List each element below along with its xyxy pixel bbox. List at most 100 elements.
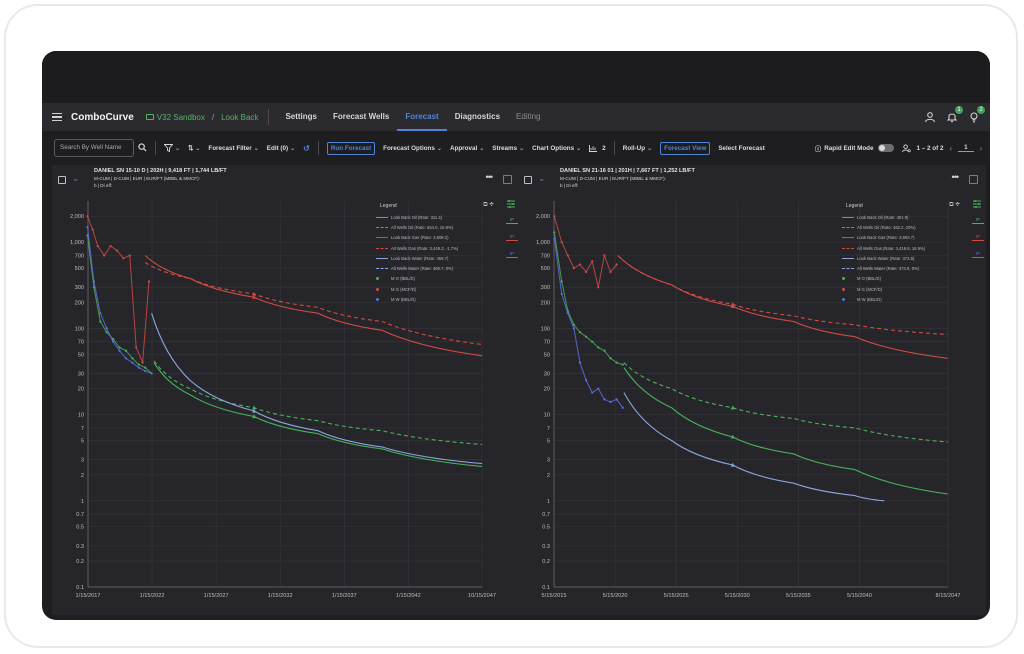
legend-item[interactable]: All Wells Oil (Rate: 482.2, 20%): [842, 222, 960, 232]
ip-gas-button[interactable]: IP: [972, 234, 984, 241]
user-icon[interactable]: [924, 111, 936, 123]
forecast-marker[interactable]: [252, 291, 257, 296]
breadcrumb-project[interactable]: V32 Sandbox: [156, 112, 205, 122]
select-forecast-button[interactable]: Select Forecast: [718, 144, 765, 152]
ip-water-button[interactable]: IP: [972, 251, 984, 258]
next-page-icon[interactable]: ›: [979, 143, 983, 153]
forecast-marker[interactable]: [252, 414, 257, 419]
data-point: [572, 323, 575, 326]
fullscreen-icon[interactable]: [503, 175, 512, 184]
ip-gas-button[interactable]: IP: [506, 234, 518, 241]
legend-item[interactable]: All Wells Water (Rate: 373.6, 0%): [842, 263, 960, 273]
forecast-options-dropdown[interactable]: Forecast Options ⌄: [383, 144, 442, 152]
legend-item[interactable]: M G (MCF/D): [376, 284, 494, 294]
ip-water-button[interactable]: IP: [506, 251, 518, 258]
legend-swatch: [842, 298, 845, 302]
legend-item[interactable]: Look Back Oil (Rate: 401.9): [842, 212, 960, 222]
chart-2[interactable]: 2,000 1,000 700 500 300 200 100 70 50 30 20 10 7 5 3 2 1…: [518, 195, 972, 615]
y-tick-label: 0.5: [542, 525, 550, 531]
legend-item[interactable]: M O (BBL/D): [842, 274, 960, 284]
legend-item[interactable]: M W (BBL/D): [376, 294, 494, 304]
fullscreen-icon[interactable]: [969, 175, 978, 184]
forecast-marker[interactable]: [730, 304, 735, 308]
pagination-range: 1 – 2 of 2: [916, 144, 944, 152]
brand-logo[interactable]: ComboCurve: [71, 111, 134, 123]
y-tick-label: 1: [547, 499, 550, 505]
roll-up-dropdown[interactable]: Roll-Up ⌄: [622, 144, 653, 152]
filter-icon[interactable]: ⌄: [164, 144, 180, 152]
approval-dropdown[interactable]: Approval ⌄: [449, 144, 485, 152]
forecast-marker[interactable]: [730, 462, 735, 467]
forecast-marker[interactable]: [730, 302, 735, 306]
bulb-icon[interactable]: 2: [968, 106, 985, 123]
sort-icon[interactable]: ⇅ ⌄: [188, 144, 201, 152]
legend-item[interactable]: M O (BBL/D): [376, 274, 494, 284]
legend-item[interactable]: Look Back Oil (Rate: 311.4): [376, 212, 494, 222]
streams-dropdown[interactable]: Streams ⌄: [492, 144, 525, 152]
y-tick-label: 30: [78, 371, 84, 377]
y-tick-label: 20: [544, 387, 550, 393]
tab-diagnostics[interactable]: Diagnostics: [454, 112, 501, 121]
series-look-back-oil: [623, 367, 948, 495]
legend-label: All Wells Gas (Rate: 3,419.8, 16.9%): [857, 245, 926, 251]
forecast-view-button[interactable]: Forecast View: [660, 141, 711, 155]
ip-oil-button[interactable]: IP: [972, 217, 984, 224]
legend-item[interactable]: All Wells Oil (Rate: 554.0, 15.9%): [376, 222, 494, 232]
forecast-marker[interactable]: [252, 294, 257, 299]
data-point: [615, 361, 618, 364]
breadcrumb-scenario[interactable]: Look Back: [221, 112, 259, 122]
legend-item[interactable]: Look Back Gas (Rate: 3,693.7): [842, 233, 960, 243]
legend-swatch: [376, 216, 388, 218]
legend-item[interactable]: M W (BBL/D): [842, 294, 960, 304]
chevron-down-icon[interactable]: ⌄: [538, 173, 546, 183]
chart-panel-header: ⌄ DANIEL SN 15-10 D | 202H | 9,418 FT | …: [52, 165, 520, 195]
legend-label: All Wells Water (Rate: 373.6, 0%): [857, 266, 920, 272]
legend-item[interactable]: Look Back Water (Rate: 373.8): [842, 253, 960, 263]
legend-item[interactable]: Look Back Water (Rate: 459.7): [376, 253, 494, 263]
bell-icon[interactable]: 1: [946, 106, 963, 123]
search-input[interactable]: Search By Well Name: [54, 139, 134, 157]
chart-count-button[interactable]: 2: [589, 144, 606, 152]
forecast-marker[interactable]: [730, 434, 735, 439]
run-forecast-button[interactable]: Run Forecast: [326, 141, 376, 155]
forecast-filter-dropdown[interactable]: Forecast Filter ⌄: [208, 144, 259, 152]
rapid-edit-toggle[interactable]: [877, 144, 894, 152]
legend-item[interactable]: All Wells Water (Rate: 469.7, 0%): [376, 263, 494, 273]
tab-editing[interactable]: Editing: [516, 112, 541, 121]
legend-item[interactable]: Look Back Gas (Rate: 3,508.2): [376, 233, 494, 243]
tab-settings[interactable]: Settings: [285, 112, 317, 121]
data-point: [109, 244, 112, 248]
select-checkbox[interactable]: [58, 176, 66, 184]
search-icon[interactable]: [138, 142, 147, 154]
tab-forecast-wells[interactable]: Forecast Wells: [333, 112, 390, 121]
legend-item[interactable]: All Wells Gas (Rate: 3,419.8, 16.9%): [842, 243, 960, 253]
more-icon[interactable]: •••: [485, 172, 494, 182]
settings-sliders-icon[interactable]: [506, 199, 516, 211]
rapid-edit-label: Rapid Edit Mode: [824, 144, 874, 152]
chart-panel-header: ⌄ DANIEL SN 21-16 01 | 201H | 7,667 FT |…: [518, 165, 986, 195]
legend-controls-icon[interactable]: ⧉ ✥: [483, 202, 494, 208]
prev-page-icon[interactable]: ‹: [949, 143, 953, 153]
legend-item[interactable]: M G (MCF/D): [842, 284, 960, 294]
chart-1[interactable]: 2,000 1,000 700 500 300 200 100 70 50 30 20 10 7 5 3 2 1…: [52, 195, 506, 615]
edit-dropdown[interactable]: Edit (0) ⌄: [266, 144, 296, 152]
legend-item[interactable]: All Wells Gas (Rate: 3,449.3, -1.7%): [376, 243, 494, 253]
undo-icon[interactable]: ↺: [303, 143, 310, 153]
chart-options-dropdown[interactable]: Chart Options ⌄: [532, 144, 582, 152]
select-checkbox[interactable]: [524, 176, 532, 184]
chevron-down-icon[interactable]: ⌄: [72, 173, 80, 183]
settings-sliders-icon[interactable]: [972, 199, 982, 211]
legend-controls-icon[interactable]: ⧉ ✥: [949, 202, 960, 208]
info-icon[interactable]: ⓘ: [814, 145, 822, 153]
y-tick-label: 0.5: [76, 525, 84, 531]
tab-forecast[interactable]: Forecast: [397, 103, 447, 131]
user-settings-icon[interactable]: [901, 143, 911, 153]
ip-oil-button[interactable]: IP: [506, 217, 518, 224]
forecast-marker[interactable]: [252, 405, 257, 410]
forecast-marker[interactable]: [252, 408, 257, 413]
menu-icon[interactable]: [52, 113, 62, 121]
more-icon[interactable]: •••: [951, 172, 960, 182]
data-point: [103, 254, 106, 257]
page-input[interactable]: 1: [958, 144, 974, 152]
forecast-marker[interactable]: [730, 405, 735, 410]
